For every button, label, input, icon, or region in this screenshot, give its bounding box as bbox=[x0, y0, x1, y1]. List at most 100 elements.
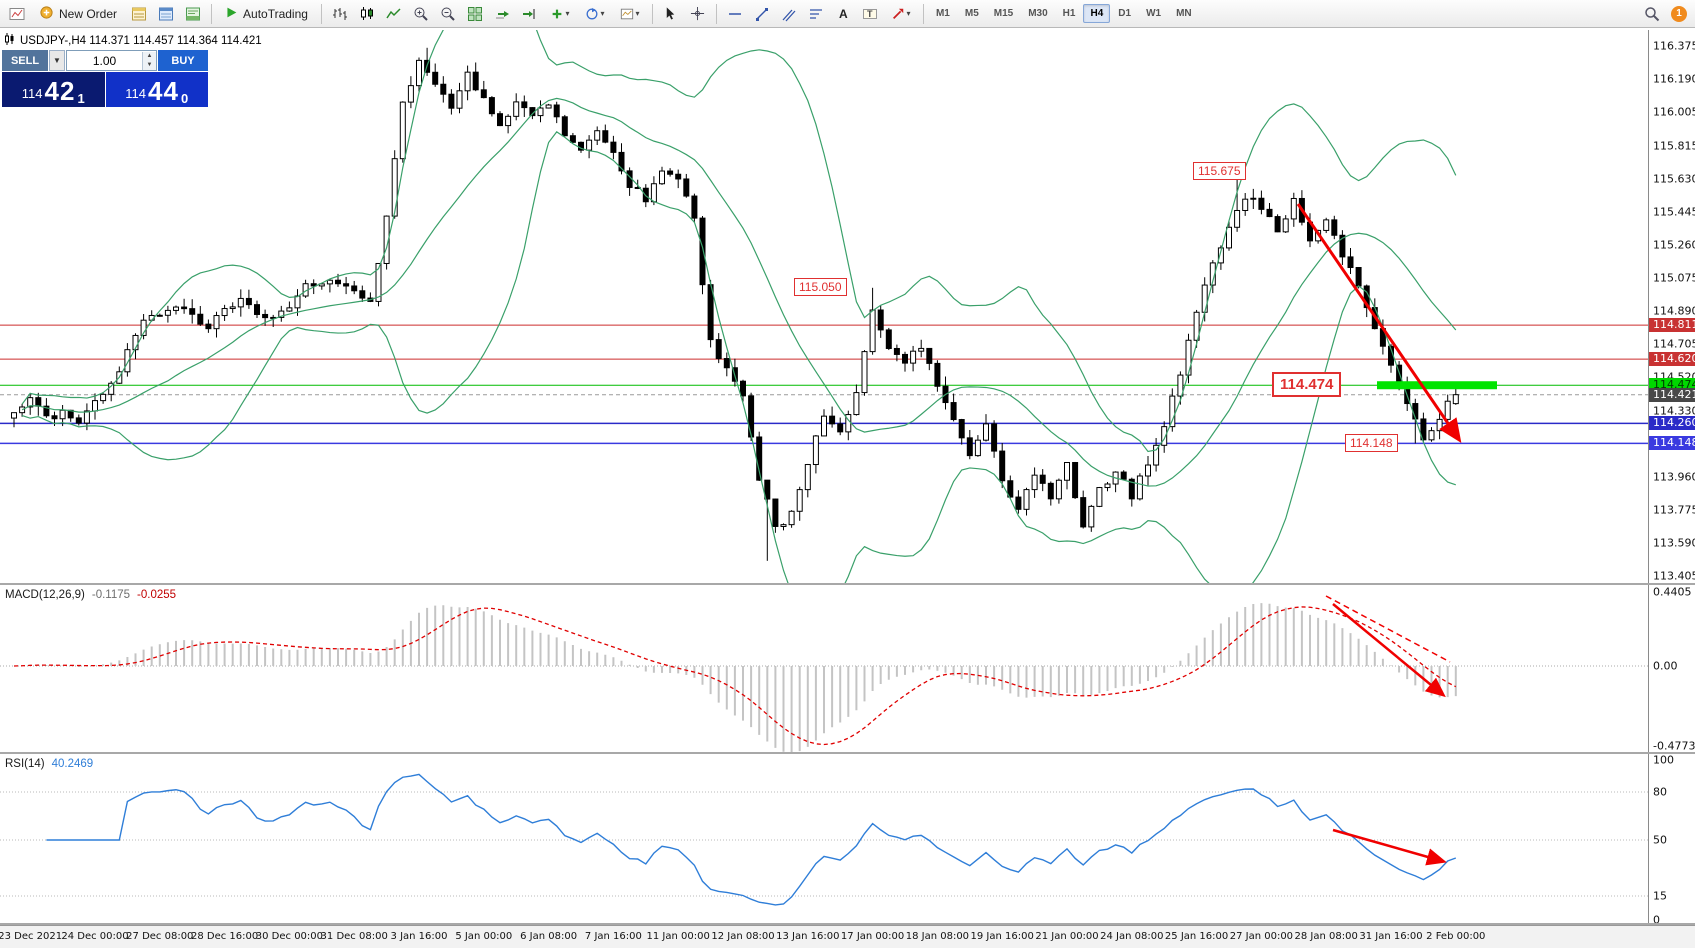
equidistant-channel-icon[interactable] bbox=[776, 2, 802, 26]
time-label: 7 Jan 16:00 bbox=[584, 931, 642, 942]
buy-button[interactable]: BUY bbox=[158, 50, 208, 71]
time-label: 28 Dec 16:00 bbox=[190, 931, 259, 942]
timeframe-m30[interactable]: M30 bbox=[1028, 8, 1048, 19]
auto-scroll-icon[interactable] bbox=[489, 2, 515, 26]
axis-tick: 115.260 bbox=[1653, 238, 1695, 252]
sell-price-button[interactable]: 114 42 1 bbox=[2, 72, 105, 107]
indicators-add-icon[interactable]: ▾ bbox=[543, 2, 577, 26]
data-window-icon[interactable] bbox=[153, 2, 179, 26]
time-label: 25 Jan 16:00 bbox=[1164, 931, 1229, 942]
price-tag: 114.148 bbox=[1649, 436, 1695, 451]
stepper-down-icon[interactable]: ▼ bbox=[143, 60, 156, 70]
axis-tick: 115.815 bbox=[1653, 139, 1695, 153]
zoom-out-icon[interactable] bbox=[435, 2, 461, 26]
zoom-in-icon[interactable] bbox=[408, 2, 434, 26]
sell-price-big: 42 bbox=[44, 76, 76, 106]
axis-tick: 100 bbox=[1653, 753, 1674, 767]
new-order-button[interactable]: New Order bbox=[31, 2, 125, 26]
notifications-icon[interactable]: 1 bbox=[1671, 5, 1687, 22]
time-label: 11 Jan 00:00 bbox=[646, 931, 710, 942]
horizontal-line-icon[interactable] bbox=[722, 2, 748, 26]
panel-splitter[interactable] bbox=[0, 583, 1695, 585]
toolbar-separator bbox=[922, 3, 924, 24]
text-icon[interactable]: A bbox=[830, 2, 856, 26]
timeframe-m15[interactable]: M15 bbox=[993, 8, 1014, 19]
timeframe-m1[interactable]: M1 bbox=[935, 8, 950, 19]
new-order-label: New Order bbox=[59, 6, 118, 21]
crosshair-icon[interactable] bbox=[685, 2, 711, 26]
axis-tick: 115.630 bbox=[1653, 172, 1695, 186]
macd-label: MACD(12,26,9) -0.1175 -0.0255 bbox=[5, 589, 176, 601]
timeframe-h1[interactable]: H1 bbox=[1062, 8, 1076, 19]
time-label: 28 Jan 08:00 bbox=[1294, 931, 1358, 942]
chart-title: USDJPY-,H4 114.371 114.457 114.364 114.4… bbox=[4, 33, 262, 48]
sell-button[interactable]: SELL bbox=[2, 50, 48, 71]
volume-stepper[interactable]: ▲ ▼ bbox=[142, 51, 156, 70]
volume-dropdown-button[interactable]: ▼ bbox=[49, 50, 65, 71]
buy-price-button[interactable]: 114 44 0 bbox=[105, 72, 208, 107]
notification-count: 1 bbox=[1676, 8, 1682, 19]
timeframe-d1[interactable]: D1 bbox=[1118, 8, 1132, 19]
toolbar-separator bbox=[715, 3, 717, 24]
rsi-panel[interactable] bbox=[0, 754, 1649, 923]
axis-tick: 116.005 bbox=[1653, 105, 1695, 119]
rsi-label: RSI(14) 40.2469 bbox=[5, 758, 93, 770]
time-label: 12 Jan 08:00 bbox=[711, 931, 775, 942]
time-label: 27 Jan 00:00 bbox=[1229, 931, 1294, 942]
templates-icon[interactable]: ▾ bbox=[613, 2, 647, 26]
time-label: 24 Jan 08:00 bbox=[1100, 931, 1164, 942]
axis-tick: 115.445 bbox=[1653, 205, 1695, 219]
one-click-trading-panel: SELL ▼ 1.00 ▲ ▼ BUY 114 42 1 114 44 0 bbox=[2, 50, 208, 107]
timeframe-h4[interactable]: H4 bbox=[1083, 4, 1111, 23]
chart-shift-icon[interactable] bbox=[516, 2, 542, 26]
time-label: 30 Dec 00:00 bbox=[255, 931, 324, 942]
axis-tick: 113.590 bbox=[1653, 536, 1695, 550]
terminal-icon[interactable] bbox=[180, 2, 206, 26]
autotrading-button[interactable]: AutoTrading bbox=[217, 3, 316, 25]
axis-tick: 116.375 bbox=[1653, 39, 1695, 53]
line-chart-icon[interactable] bbox=[381, 2, 407, 26]
autotrading-label: AutoTrading bbox=[243, 6, 308, 21]
stepper-up-icon[interactable]: ▲ bbox=[143, 51, 156, 61]
timeframe-w1[interactable]: W1 bbox=[1146, 8, 1162, 19]
panel-splitter[interactable] bbox=[0, 923, 1695, 925]
svg-text:A: A bbox=[839, 7, 848, 21]
time-label: 5 Jan 00:00 bbox=[455, 931, 513, 942]
arrows-icon[interactable]: ▾ bbox=[884, 2, 918, 26]
text-label-icon[interactable]: T bbox=[857, 2, 883, 26]
time-label: 27 Dec 08:00 bbox=[126, 931, 194, 942]
macd-panel[interactable] bbox=[0, 585, 1649, 752]
toolbar: New Order AutoTrading bbox=[0, 0, 1695, 29]
time-label: 23 Dec 2021 bbox=[0, 931, 63, 942]
candlestick-chart-icon[interactable] bbox=[354, 2, 380, 26]
axis-tick: 0 bbox=[1653, 913, 1660, 927]
price-tag: 114.811 bbox=[1649, 318, 1695, 333]
axis-tick: 113.960 bbox=[1653, 470, 1695, 484]
panel-splitter[interactable] bbox=[0, 752, 1695, 754]
market-watch-icon[interactable] bbox=[126, 2, 152, 26]
time-axis[interactable]: 23 Dec 2021 24 Dec 00:00 27 Dec 08:00 28 De… bbox=[0, 925, 1695, 948]
search-icon[interactable] bbox=[1639, 2, 1665, 26]
price-axis[interactable]: 116.375 116.190 116.005 115.815 115.630 115.4… bbox=[1649, 0, 1695, 948]
cursor-icon[interactable] bbox=[658, 2, 684, 26]
axis-tick: 114.890 bbox=[1653, 304, 1695, 318]
timeframe-mn[interactable]: MN bbox=[1176, 8, 1192, 19]
axis-tick: 0.4405 bbox=[1653, 585, 1692, 599]
volume-input[interactable]: 1.00 ▲ ▼ bbox=[66, 50, 157, 71]
macd-main-value: -0.1175 bbox=[91, 589, 131, 601]
svg-text:T: T bbox=[867, 9, 873, 19]
time-label: 19 Jan 16:00 bbox=[970, 931, 1034, 942]
fibonacci-icon[interactable] bbox=[803, 2, 829, 26]
tile-windows-icon[interactable] bbox=[462, 2, 488, 26]
time-label: 2 Feb 00:00 bbox=[1426, 931, 1486, 942]
bar-chart-icon[interactable] bbox=[327, 2, 353, 26]
toolbar-separator bbox=[211, 3, 213, 24]
timeframe-m5[interactable]: M5 bbox=[964, 8, 979, 19]
axis-tick: 0.00 bbox=[1653, 659, 1678, 673]
periods-icon[interactable]: ▾ bbox=[578, 2, 612, 26]
price-chart[interactable] bbox=[0, 30, 1649, 583]
time-label: 3 Jan 16:00 bbox=[390, 931, 448, 942]
new-chart-icon[interactable] bbox=[4, 2, 30, 26]
trendline-icon[interactable] bbox=[749, 2, 775, 26]
symbol-icon bbox=[4, 33, 15, 48]
